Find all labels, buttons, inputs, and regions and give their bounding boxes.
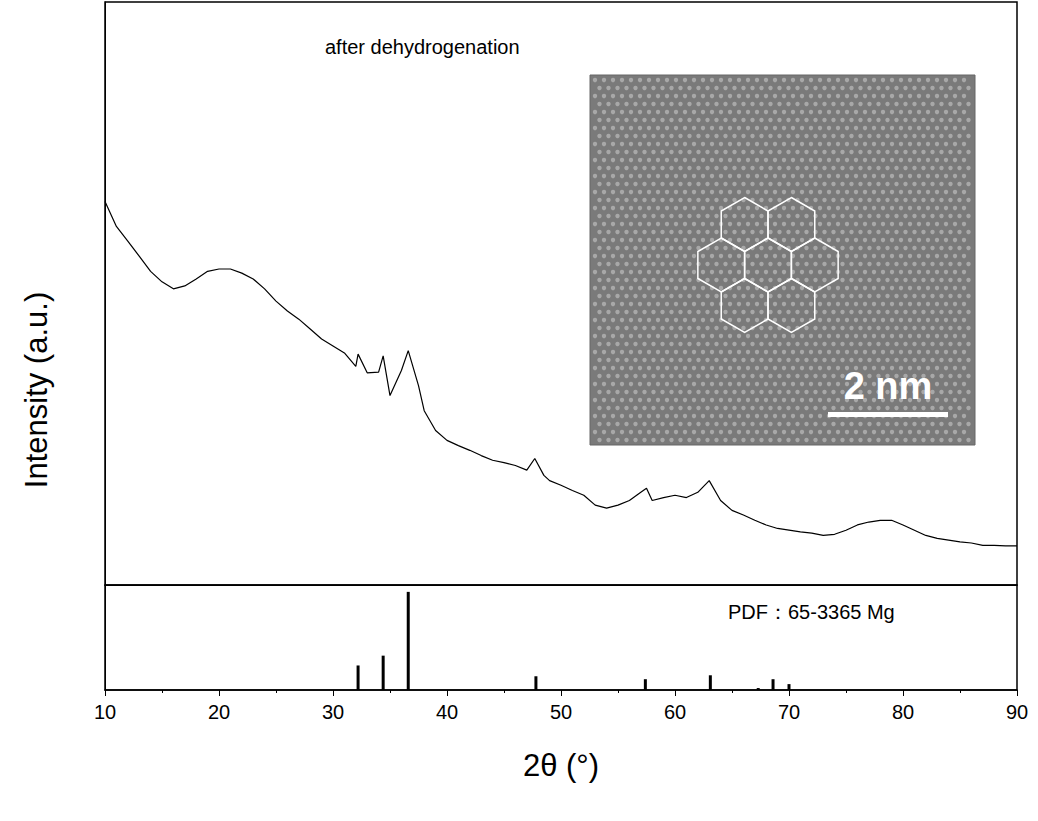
svg-text:70: 70	[778, 701, 800, 723]
svg-text:60: 60	[664, 701, 686, 723]
svg-text:Intensity (a.u.): Intensity (a.u.)	[19, 292, 54, 488]
svg-text:PDF：65-3365 Mg: PDF：65-3365 Mg	[728, 601, 895, 623]
svg-text:after dehydrogenation: after dehydrogenation	[325, 36, 520, 58]
svg-text:50: 50	[550, 701, 572, 723]
svg-text:20: 20	[208, 701, 230, 723]
svg-text:40: 40	[436, 701, 458, 723]
svg-text:10: 10	[94, 701, 116, 723]
svg-text:80: 80	[892, 701, 914, 723]
svg-text:2θ (°): 2θ (°)	[523, 748, 599, 783]
svg-text:2 nm: 2 nm	[844, 365, 933, 407]
svg-text:90: 90	[1006, 701, 1028, 723]
svg-text:30: 30	[322, 701, 344, 723]
